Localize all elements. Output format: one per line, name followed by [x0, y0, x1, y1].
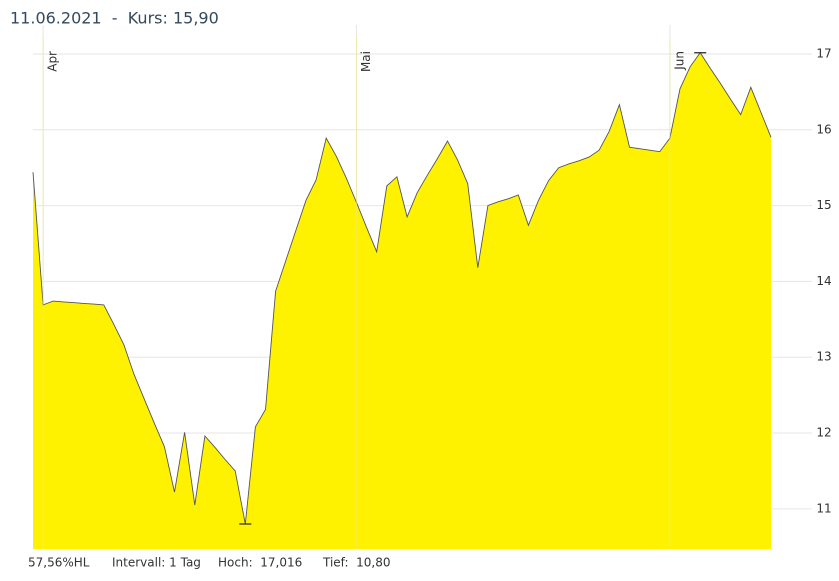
y-tick-label: 16 [816, 122, 831, 136]
y-tick-label: 12 [816, 426, 831, 440]
footer-text: Intervall: 1 Tag [112, 556, 201, 570]
chart-title: 11.06.2021 - Kurs: 15,90 [10, 9, 219, 28]
area-fill [33, 52, 771, 549]
y-tick-label: 11 [816, 501, 831, 515]
footer-text: Tief: 10,80 [322, 556, 391, 570]
x-tick-label: Jun [672, 51, 686, 71]
footer-text: 57,56%HL [28, 556, 90, 570]
x-tick-label: Apr [46, 51, 60, 72]
price-line [32, 51, 772, 525]
y-tick-label: 13 [816, 350, 831, 364]
y-tick-label: 15 [816, 198, 831, 212]
y-tick-label: 17 [816, 46, 831, 60]
x-tick-label: Mai [359, 51, 373, 72]
y-tick-label: 14 [816, 274, 831, 288]
footer-text: Hoch: 17,016 [218, 556, 302, 570]
